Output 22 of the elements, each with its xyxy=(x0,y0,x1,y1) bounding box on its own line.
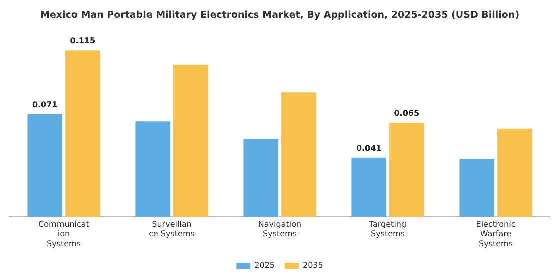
data-label: 0.071 xyxy=(32,100,58,110)
bar xyxy=(28,114,62,218)
x-tick-label: Electronic Warfare Systems xyxy=(476,220,516,248)
bar xyxy=(244,138,278,218)
x-tick-label: Surveillan ce Systems xyxy=(149,220,195,239)
bar xyxy=(390,123,424,218)
legend-label: 2025 xyxy=(254,261,275,270)
bar xyxy=(352,158,386,218)
bar xyxy=(498,128,532,218)
data-label: 0.041 xyxy=(356,144,382,153)
data-label: 0.065 xyxy=(394,109,420,118)
x-tick-label: Communicat ion Systems xyxy=(38,220,90,248)
x-tick-label: Navigation Systems xyxy=(258,220,302,239)
bar xyxy=(66,50,100,218)
data-label: 0.115 xyxy=(70,36,96,46)
chart-title: Mexico Man Portable Military Electronics Market, By Application, 2025-2035 (USD Billion) xyxy=(40,10,520,22)
x-tick-label: Targeting Systems xyxy=(368,220,407,239)
bar xyxy=(282,92,316,218)
bar xyxy=(460,159,494,218)
bar xyxy=(136,122,170,218)
legend-label: 2035 xyxy=(303,261,324,270)
bar xyxy=(174,65,208,218)
